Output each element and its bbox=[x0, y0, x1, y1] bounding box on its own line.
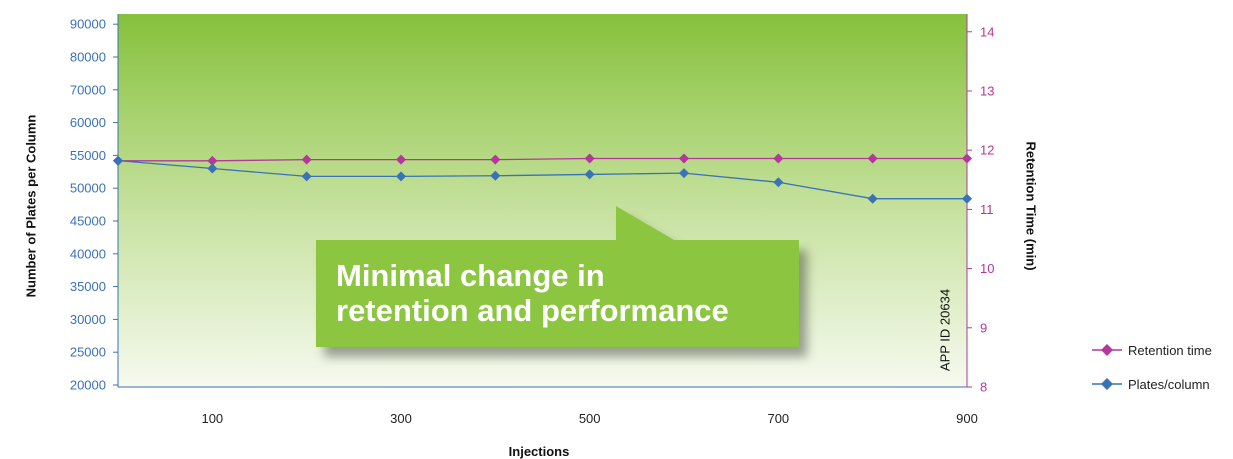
data-point-1 bbox=[867, 193, 878, 204]
left-tick-label: 40000 bbox=[70, 246, 106, 261]
right-tick-label: 13 bbox=[980, 83, 994, 98]
left-tick-label: 60000 bbox=[70, 115, 106, 130]
callout-box bbox=[316, 206, 799, 347]
right-axis-title: Retention Time (min) bbox=[1023, 141, 1039, 271]
right-tick-label: 10 bbox=[980, 261, 994, 276]
x-tick-label: 700 bbox=[767, 411, 789, 426]
data-point-1 bbox=[113, 155, 123, 166]
data-point-1 bbox=[962, 193, 972, 204]
left-tick-label: 50000 bbox=[70, 181, 106, 196]
left-tick-label: 20000 bbox=[70, 378, 106, 393]
x-axis-title: Injections bbox=[508, 444, 570, 459]
series-layer bbox=[113, 153, 972, 204]
callout-text: Minimal change in retention and performa… bbox=[336, 258, 729, 328]
right-tick-label: 9 bbox=[980, 320, 987, 335]
x-tick-label: 300 bbox=[390, 411, 412, 426]
x-tick-label: 100 bbox=[201, 411, 223, 426]
left-tick-label: 25000 bbox=[70, 345, 106, 360]
data-point-1 bbox=[584, 169, 595, 180]
data-point-0 bbox=[301, 154, 312, 165]
chart-legend: Retention time Plates/column bbox=[1092, 340, 1212, 408]
legend-item-plates: Plates/column bbox=[1092, 374, 1212, 394]
right-tick-label: 12 bbox=[980, 143, 994, 158]
right-tick-label: 11 bbox=[980, 202, 994, 217]
right-tick-label: 14 bbox=[980, 24, 994, 39]
data-point-0 bbox=[962, 153, 972, 164]
data-point-0 bbox=[207, 155, 218, 166]
x-axis-ticks: 100 300 500 700 900 bbox=[201, 411, 977, 426]
data-point-0 bbox=[679, 153, 689, 164]
data-point-1 bbox=[490, 170, 501, 181]
data-point-1 bbox=[301, 171, 312, 182]
x-tick-label: 500 bbox=[579, 411, 601, 426]
data-point-0 bbox=[867, 153, 878, 164]
data-point-1 bbox=[207, 163, 218, 174]
left-tick-label: 80000 bbox=[70, 50, 106, 65]
left-tick-label: 55000 bbox=[70, 148, 106, 163]
series-line-1 bbox=[117, 160, 967, 200]
left-axis-title: Number of Plates per Column bbox=[23, 114, 39, 298]
callout-line-1: Minimal change in bbox=[336, 258, 605, 293]
left-tick-label: 35000 bbox=[70, 279, 106, 294]
left-tick-label: 70000 bbox=[70, 82, 106, 97]
legend-marker-retention bbox=[1092, 344, 1122, 356]
app-id-label: APP ID 20634 bbox=[937, 288, 953, 372]
legend-item-retention: Retention time bbox=[1092, 340, 1212, 360]
right-tick-label: 8 bbox=[980, 380, 987, 395]
data-point-0 bbox=[490, 154, 501, 165]
data-point-0 bbox=[773, 153, 784, 164]
callout-shape bbox=[316, 206, 799, 347]
data-point-1 bbox=[773, 177, 784, 188]
data-point-1 bbox=[679, 168, 689, 179]
callout-line-2: retention and performance bbox=[336, 293, 729, 328]
left-tick-label: 45000 bbox=[70, 214, 106, 229]
legend-label-retention: Retention time bbox=[1128, 342, 1212, 358]
legend-label-plates: Plates/column bbox=[1128, 376, 1210, 392]
legend-marker-plates bbox=[1092, 378, 1122, 390]
left-tick-label: 90000 bbox=[70, 17, 106, 32]
left-tick-label: 30000 bbox=[70, 312, 106, 327]
data-point-0 bbox=[584, 153, 595, 164]
x-tick-label: 900 bbox=[956, 411, 978, 426]
data-point-1 bbox=[396, 171, 406, 182]
data-point-0 bbox=[396, 154, 406, 165]
series-line-0 bbox=[118, 157, 967, 162]
left-axis-ticks: 20000 25000 30000 35000 40000 45000 50000 55000… bbox=[70, 17, 118, 393]
right-axis-ticks: 8 9 10 11 12 13 14 bbox=[967, 24, 994, 395]
